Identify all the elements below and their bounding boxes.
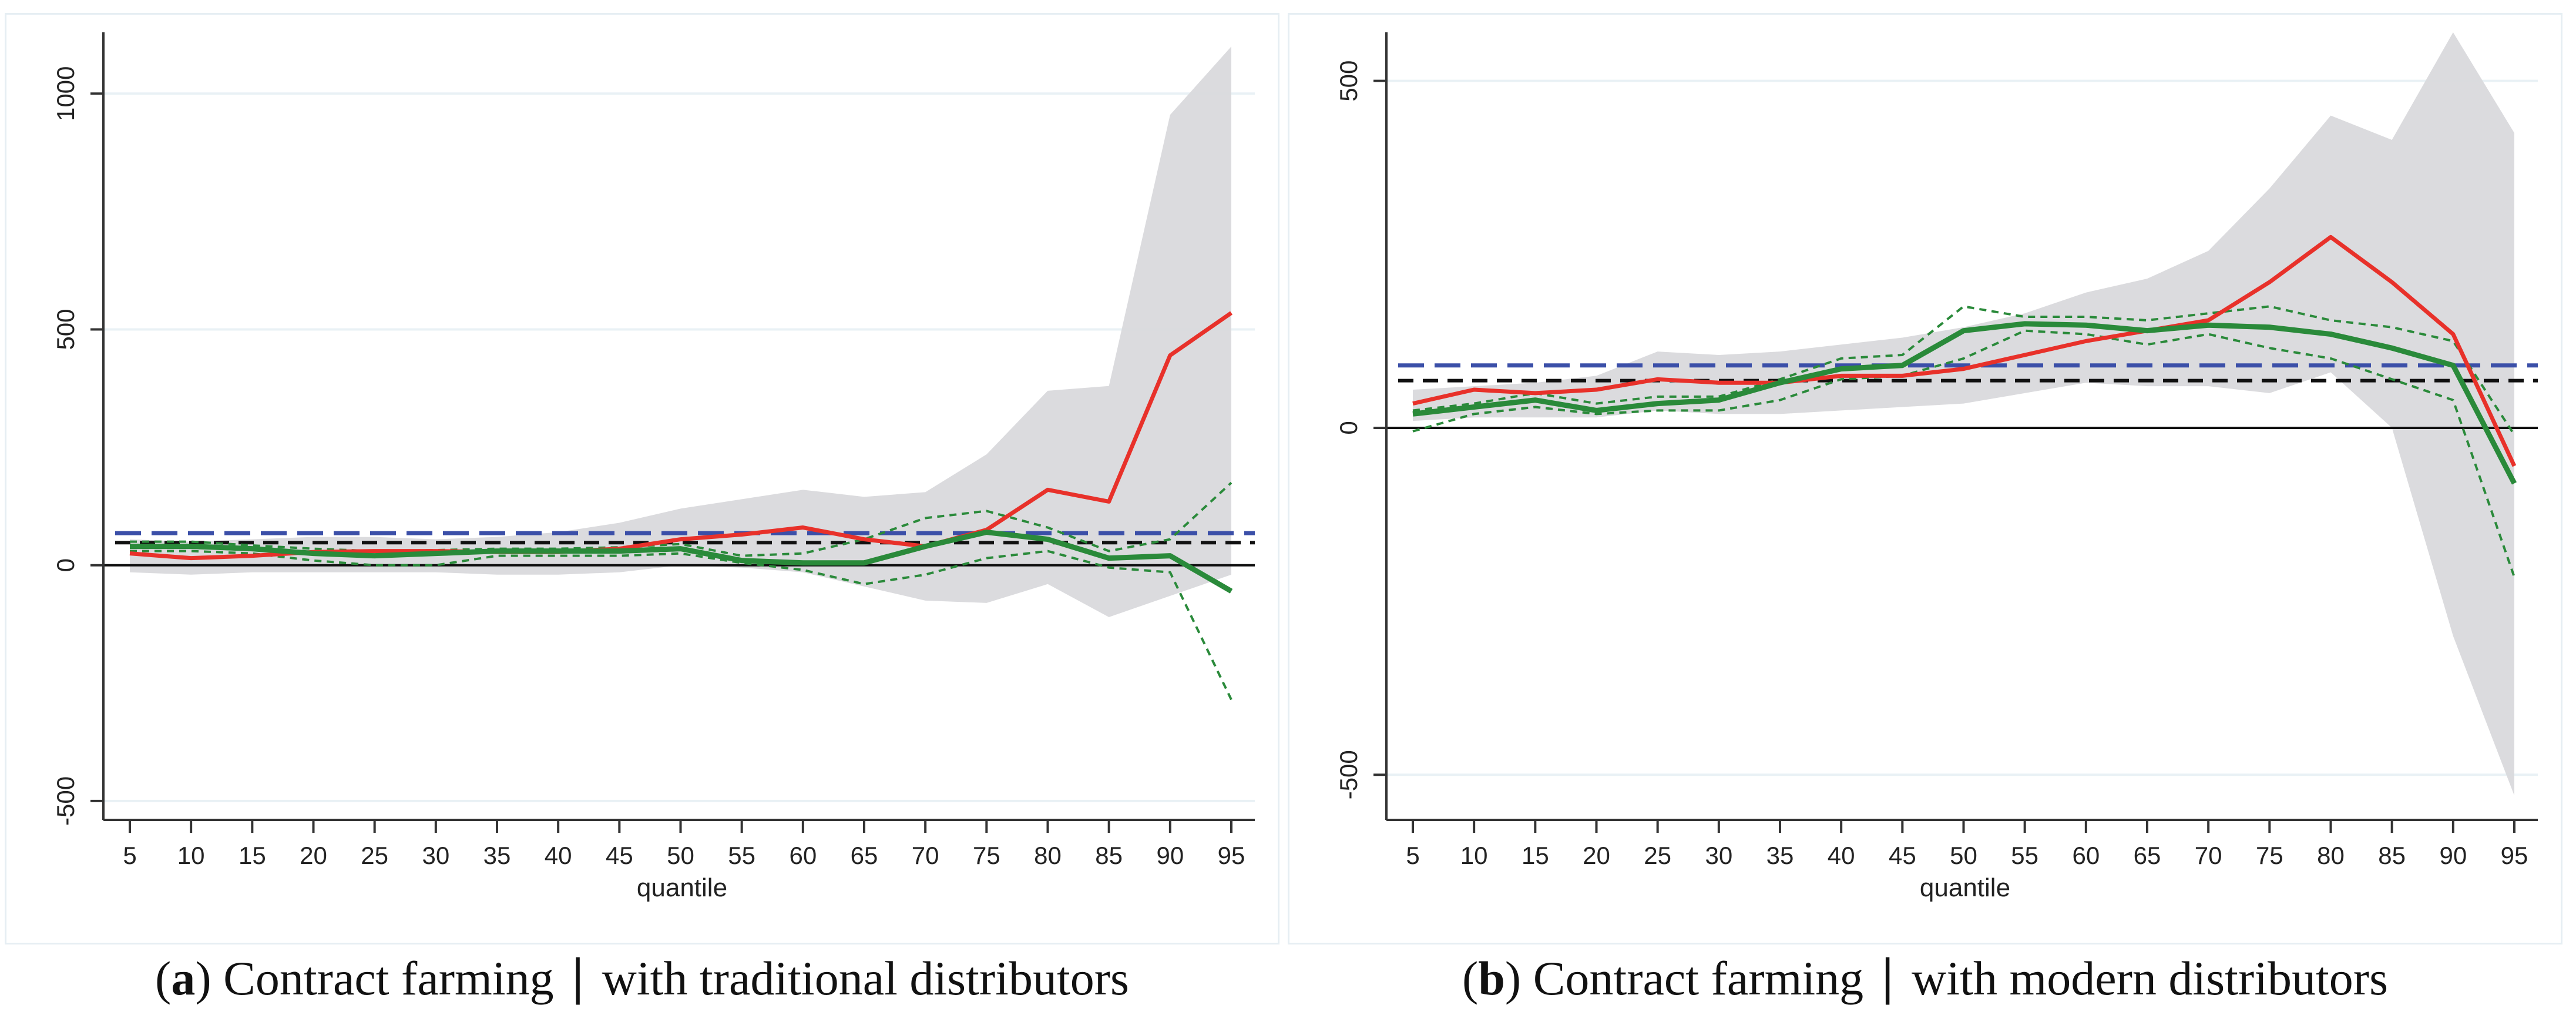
c0-x-tick-label-10: 55 bbox=[728, 842, 755, 869]
c0-y-tick-label-2: 500 bbox=[52, 309, 79, 350]
c0-x-tick-label-17: 90 bbox=[1156, 842, 1184, 869]
c1-x-tick-label-8: 45 bbox=[1889, 842, 1916, 869]
c1-series-alternative-lower bbox=[1412, 329, 2515, 578]
c0-x-tick-label-2: 15 bbox=[239, 842, 266, 869]
c1-y-tick-label-0: -500 bbox=[1335, 750, 1362, 799]
c1-x-tick-label-11: 60 bbox=[2072, 842, 2100, 869]
c0-x-tick-label-6: 35 bbox=[483, 842, 511, 869]
c1-confidence-band bbox=[1413, 32, 2514, 796]
c0-confidence-band bbox=[130, 46, 1231, 617]
caption-a-open: ( bbox=[155, 952, 172, 1005]
c1-x-tick-label-18: 95 bbox=[2501, 842, 2528, 869]
c1-x-tick-label-1: 10 bbox=[1460, 842, 1488, 869]
c1-x-tick-label-9: 50 bbox=[1950, 842, 1977, 869]
c1-x-tick-label-2: 15 bbox=[1522, 842, 1549, 869]
c1-x-tick-label-16: 85 bbox=[2378, 842, 2406, 869]
c0-x-tick-label-3: 20 bbox=[300, 842, 327, 869]
c0-x-tick-label-8: 45 bbox=[606, 842, 633, 869]
c1-x-tick-label-0: 5 bbox=[1406, 842, 1419, 869]
c1-x-tick-label-7: 40 bbox=[1828, 842, 1855, 869]
c1-series-quantile-estimate bbox=[1412, 235, 2517, 467]
c1-series-alternative-upper bbox=[1412, 305, 2515, 436]
c0-y-tick-label-0: -500 bbox=[52, 776, 79, 826]
c0-x-tick-label-1: 10 bbox=[177, 842, 205, 869]
caption-b: (b) Contract farming ∣ with modern distr… bbox=[1288, 946, 2562, 1011]
c0-x-tick-label-15: 80 bbox=[1034, 842, 1062, 869]
c1-x-tick-label-5: 30 bbox=[1705, 842, 1732, 869]
caption-b-open: ( bbox=[1462, 952, 1479, 1005]
c1-x-tick-label-15: 80 bbox=[2317, 842, 2345, 869]
c0-x-tick-label-12: 65 bbox=[851, 842, 878, 869]
c0-x-tick-label-7: 40 bbox=[545, 842, 572, 869]
c1-x-tick-label-6: 35 bbox=[1766, 842, 1794, 869]
c1-x-tick-label-17: 90 bbox=[2439, 842, 2467, 869]
c1-x-tick-label-13: 70 bbox=[2195, 842, 2222, 869]
caption-b-label: b bbox=[1478, 952, 1505, 1005]
c0-series-alternative-upper bbox=[130, 481, 1232, 557]
c1-y-tick-label-1: 0 bbox=[1335, 421, 1362, 434]
caption-a: (a) Contract farming ∣ with traditional … bbox=[5, 946, 1279, 1011]
c1-x-tick-label-12: 65 bbox=[2134, 842, 2161, 869]
c0-y-tick-label-1: 0 bbox=[52, 558, 79, 572]
c0-x-tick-label-14: 75 bbox=[973, 842, 1000, 869]
chart-panel-b: -500 0 500 5 10 15 20 25 30 35 40 45 50 55 60 65 70 75 80 8… bbox=[1288, 13, 2562, 944]
c0-series-alternative-estimate bbox=[130, 530, 1233, 594]
c1-y-tick-label-2: 500 bbox=[1335, 61, 1362, 102]
c1-series-alternative-estimate bbox=[1412, 321, 2517, 485]
chart-a: -500 0 500 1000 5 10 15 20 25 30 35 40 45 50 55 60 65 70 7… bbox=[52, 32, 1255, 902]
caption-a-text: ) Contract farming ∣ with traditional di… bbox=[195, 952, 1129, 1005]
c0-x-tick-label-13: 70 bbox=[912, 842, 939, 869]
c0-series-alternative-lower bbox=[130, 550, 1232, 701]
c0-x-tick-label-18: 95 bbox=[1218, 842, 1245, 869]
caption-a-label: a bbox=[171, 952, 196, 1005]
c1-x-axis-title: quantile bbox=[1920, 873, 2010, 902]
c1-x-tick-label-4: 25 bbox=[1644, 842, 1671, 869]
c0-x-tick-label-11: 60 bbox=[789, 842, 817, 869]
c0-x-tick-label-9: 50 bbox=[667, 842, 694, 869]
c0-x-tick-label-4: 25 bbox=[361, 842, 388, 869]
c0-x-tick-label-16: 85 bbox=[1095, 842, 1123, 869]
chart-panel-a: -500 0 500 1000 5 10 15 20 25 30 35 40 45 50 55 60 65 70 7… bbox=[5, 13, 1279, 944]
caption-b-text: ) Contract farming ∣ with modern distrib… bbox=[1504, 952, 2388, 1005]
c0-x-tick-label-5: 30 bbox=[422, 842, 449, 869]
c0-x-tick-label-0: 5 bbox=[123, 842, 136, 869]
c0-y-tick-label-3: 1000 bbox=[52, 66, 79, 121]
c1-x-tick-label-10: 55 bbox=[2011, 842, 2038, 869]
c0-x-axis-title: quantile bbox=[637, 873, 727, 902]
chart-b: -500 0 500 5 10 15 20 25 30 35 40 45 50 55 60 65 70 75 80 8… bbox=[1335, 32, 2538, 902]
c1-x-tick-label-3: 20 bbox=[1583, 842, 1610, 869]
c1-x-tick-label-14: 75 bbox=[2256, 842, 2283, 869]
